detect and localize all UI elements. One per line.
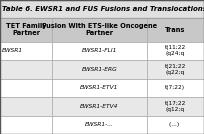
Text: EWSR1: EWSR1 bbox=[2, 48, 23, 53]
Text: t(11;22
(q24;q: t(11;22 (q24;q bbox=[165, 45, 186, 56]
Text: t(7;22): t(7;22) bbox=[165, 85, 185, 90]
Bar bbox=[0, 116, 52, 134]
Bar bbox=[0, 42, 52, 60]
Text: t(21;22
(q22;q: t(21;22 (q22;q bbox=[165, 64, 186, 75]
Bar bbox=[52, 60, 147, 79]
Text: TET Family
Partner: TET Family Partner bbox=[6, 23, 46, 36]
Text: EWSR1-ETV1: EWSR1-ETV1 bbox=[80, 85, 119, 90]
Bar bbox=[52, 42, 147, 60]
Bar bbox=[0, 18, 52, 42]
Text: Trans: Trans bbox=[165, 27, 186, 33]
Text: (...): (...) bbox=[169, 122, 182, 127]
Bar bbox=[147, 116, 204, 134]
Bar bbox=[0, 0, 204, 18]
Bar bbox=[0, 60, 52, 79]
Bar bbox=[147, 97, 204, 116]
Bar bbox=[0, 79, 52, 97]
Bar bbox=[52, 97, 147, 116]
Bar bbox=[147, 42, 204, 60]
Text: EWSR1-...: EWSR1-... bbox=[85, 122, 114, 127]
Bar bbox=[0, 97, 52, 116]
Bar bbox=[52, 116, 147, 134]
Text: EWSR1-ETV4: EWSR1-ETV4 bbox=[80, 104, 119, 109]
Text: Table 6. EWSR1 and FUS Fusions and Translocations in Ewi: Table 6. EWSR1 and FUS Fusions and Trans… bbox=[2, 6, 204, 12]
Bar bbox=[52, 79, 147, 97]
Bar bbox=[52, 18, 147, 42]
Bar bbox=[147, 60, 204, 79]
Text: EWSR1-ERG: EWSR1-ERG bbox=[82, 67, 117, 72]
Text: Fusion With ETS-like Oncogene
Partner: Fusion With ETS-like Oncogene Partner bbox=[42, 23, 157, 36]
Bar bbox=[147, 79, 204, 97]
Bar bbox=[147, 18, 204, 42]
Text: EWSR1-FLI1: EWSR1-FLI1 bbox=[82, 48, 117, 53]
Text: t(17;22
(q12;q: t(17;22 (q12;q bbox=[165, 101, 186, 112]
